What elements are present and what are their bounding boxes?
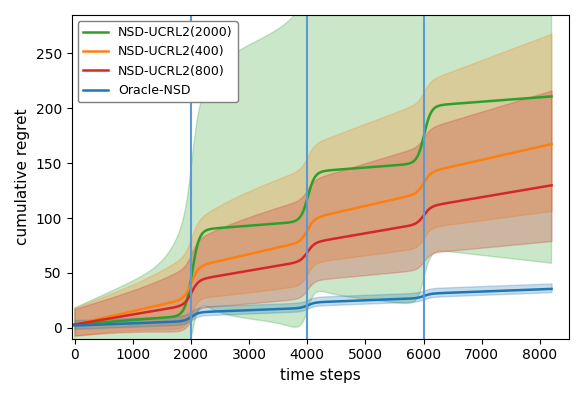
Y-axis label: cumulative regret: cumulative regret	[15, 109, 30, 245]
NSD-UCRL2(800)	[95, 318, 102, 323]
Line: NSD-UCRL2(2000): NSD-UCRL2(2000)	[75, 96, 551, 324]
X-axis label: time steps: time steps	[280, 368, 361, 383]
Oracle-NSD	[534, 287, 541, 292]
Oracle-NSD	[303, 303, 310, 308]
NSD-UCRL2(400)	[303, 230, 310, 234]
NSD-UCRL2(2000)	[548, 94, 555, 99]
NSD-UCRL2(400)	[447, 165, 454, 170]
NSD-UCRL2(800)	[447, 200, 454, 205]
NSD-UCRL2(800)	[548, 183, 555, 188]
Legend: NSD-UCRL2(2000), NSD-UCRL2(400), NSD-UCRL2(800), Oracle-NSD: NSD-UCRL2(2000), NSD-UCRL2(400), NSD-UCR…	[78, 21, 238, 102]
NSD-UCRL2(400)	[534, 145, 541, 150]
NSD-UCRL2(800)	[290, 260, 297, 265]
NSD-UCRL2(2000)	[71, 322, 78, 327]
Oracle-NSD	[447, 291, 454, 295]
Line: Oracle-NSD: Oracle-NSD	[75, 289, 551, 326]
NSD-UCRL2(400)	[71, 322, 78, 327]
NSD-UCRL2(2000)	[534, 95, 541, 100]
Oracle-NSD	[290, 306, 297, 311]
NSD-UCRL2(800)	[71, 322, 78, 327]
Oracle-NSD	[95, 322, 102, 327]
NSD-UCRL2(800)	[534, 185, 541, 190]
NSD-UCRL2(400)	[548, 142, 555, 146]
Oracle-NSD	[534, 287, 541, 292]
Line: NSD-UCRL2(800): NSD-UCRL2(800)	[75, 185, 551, 324]
NSD-UCRL2(400)	[534, 145, 541, 150]
NSD-UCRL2(2000)	[303, 199, 310, 204]
NSD-UCRL2(2000)	[447, 102, 454, 107]
NSD-UCRL2(800)	[534, 185, 541, 190]
NSD-UCRL2(400)	[95, 316, 102, 321]
NSD-UCRL2(400)	[290, 241, 297, 246]
Oracle-NSD	[71, 323, 78, 328]
NSD-UCRL2(2000)	[95, 320, 102, 325]
NSD-UCRL2(2000)	[534, 95, 541, 100]
NSD-UCRL2(800)	[303, 251, 310, 256]
Oracle-NSD	[548, 287, 555, 291]
NSD-UCRL2(2000)	[290, 219, 297, 224]
Line: NSD-UCRL2(400): NSD-UCRL2(400)	[75, 144, 551, 324]
